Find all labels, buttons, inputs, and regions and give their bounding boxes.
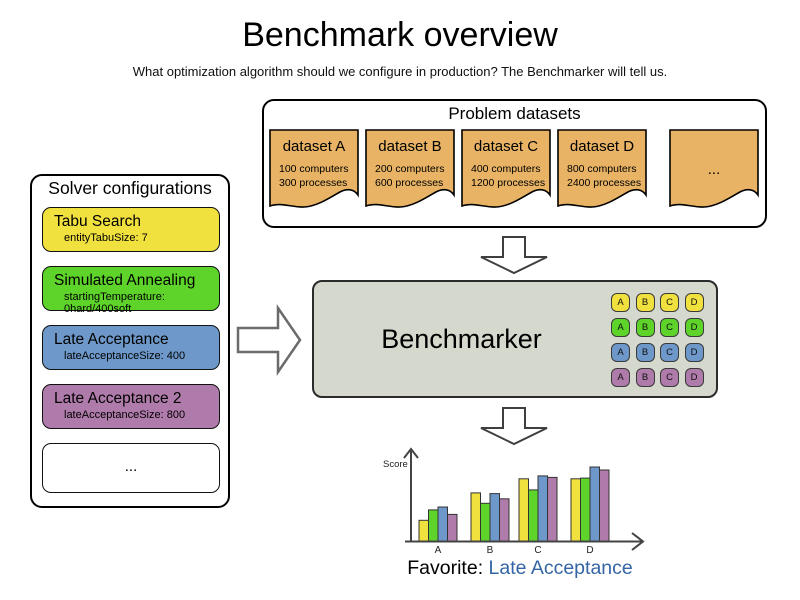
bar-A (437, 506, 448, 542)
benchmark-chip: B (635, 343, 655, 362)
datasets-panel: Problem datasets dataset A 100 computers… (262, 99, 767, 228)
bar-C (518, 478, 529, 542)
bar-D (580, 477, 591, 542)
bar-C (537, 475, 548, 542)
solver-param: lateAcceptanceSize: 400 (64, 350, 186, 362)
benchmark-chip: C (660, 343, 679, 362)
benchmark-chip: D (684, 293, 704, 312)
solvers-panel: Solver configurations Tabu Search entity… (30, 174, 230, 508)
dataset-more-label: ... (707, 161, 721, 178)
dataset-computers: 800 computers (567, 163, 637, 175)
x-axis-arrowhead (631, 532, 645, 551)
dataset-card-more: ... (669, 129, 759, 214)
solver-card-late-acceptance-2: Late Acceptance 2 lateAcceptanceSize: 80… (42, 384, 220, 429)
score-axis-label: Score (383, 459, 408, 470)
bar-A (447, 513, 458, 542)
solver-name: Late Acceptance (54, 331, 169, 348)
dataset-name: dataset A (282, 138, 346, 155)
document-shape (269, 129, 359, 208)
x-tick-label: B (487, 545, 494, 556)
dataset-processes: 600 processes (375, 177, 444, 190)
document-shape (365, 129, 455, 208)
benchmark-chip: B (635, 368, 655, 387)
dataset-name: dataset B (378, 138, 442, 155)
page-subtitle: What optimization algorithm should we co… (132, 64, 668, 79)
dataset-cards: dataset A 100 computers 300 processes da… (269, 129, 759, 214)
dataset-processes: 2400 processes (567, 177, 642, 190)
dataset-card-c: dataset C 400 computers 1200 processes (461, 129, 551, 214)
document-shape (669, 129, 759, 208)
dataset-card-a: dataset A 100 computers 300 processes (269, 129, 359, 214)
x-tick-label: C (534, 545, 541, 556)
solver-card-tabu-search: Tabu Search entityTabuSize: 7 (42, 207, 220, 252)
chart-bars (418, 466, 610, 542)
y-axis-arrowhead (403, 447, 419, 459)
solver-param: entityTabuSize: 7 (64, 232, 148, 244)
benchmark-chip: A (611, 293, 630, 312)
benchmark-chip: C (660, 318, 679, 337)
solver-more-label: ... (124, 458, 138, 475)
benchmark-chip: D (684, 368, 704, 387)
dataset-computers: 100 computers (279, 163, 349, 175)
bar-B (489, 493, 500, 542)
benchmark-chip: A (611, 318, 630, 337)
dataset-card-b: dataset B 200 computers 600 processes (365, 129, 455, 214)
document-shape (557, 129, 647, 208)
solver-param: startingTemperature: 0hard/400soft (64, 291, 165, 315)
down-arrow-icon (480, 407, 548, 446)
bar-A (418, 519, 429, 542)
datasets-panel-title: Problem datasets (448, 104, 581, 123)
dataset-computers: 400 computers (471, 163, 541, 175)
down-arrow-icon (480, 236, 548, 275)
benchmarker-label: Benchmarker (381, 323, 542, 354)
bar-A (428, 509, 439, 542)
x-tick-label: D (586, 545, 593, 556)
benchmark-chip: D (684, 343, 704, 362)
bar-B (470, 492, 481, 542)
benchmark-chip: A (611, 368, 630, 387)
benchmark-chip: B (635, 318, 655, 337)
right-arrow-icon (236, 304, 302, 376)
solver-name: Tabu Search (54, 213, 142, 230)
solver-param: lateAcceptanceSize: 800 (64, 409, 186, 421)
benchmark-chip: B (635, 293, 655, 312)
dataset-name: dataset D (569, 138, 635, 155)
dataset-name: dataset C (473, 138, 539, 155)
dataset-computers: 200 computers (375, 163, 445, 175)
x-tick-label: A (435, 545, 442, 556)
bar-C (547, 476, 558, 542)
page-title: Benchmark overview (242, 16, 558, 54)
solver-name: Late Acceptance 2 (54, 390, 182, 407)
solver-card-late-acceptance: Late Acceptance lateAcceptanceSize: 400 (42, 325, 220, 370)
solver-card-simulated-annealing: Simulated Annealing startingTemperature:… (42, 266, 220, 315)
bar-B (480, 502, 491, 542)
bar-C (528, 489, 539, 542)
solver-card-more: ... (42, 443, 220, 493)
benchmark-chip: A (611, 343, 630, 362)
document-shape (461, 129, 551, 208)
bar-D (570, 478, 581, 542)
score-chart: Score A B C D (383, 447, 645, 556)
benchmark-chip: C (660, 293, 679, 312)
favorite-label: Favorite: (407, 557, 489, 579)
favorite-caption: Favorite: Late Acceptance (380, 557, 660, 580)
bar-D (599, 469, 610, 542)
benchmark-chip: D (684, 318, 704, 337)
solvers-panel-title: Solver configurations (48, 178, 212, 198)
bar-D (589, 466, 600, 542)
solver-name: Simulated Annealing (54, 272, 196, 289)
dataset-processes: 1200 processes (471, 177, 546, 190)
dataset-card-d: dataset D 800 computers 2400 processes (557, 129, 647, 214)
favorite-value: Late Acceptance (488, 557, 633, 579)
bar-B (499, 498, 510, 542)
x-tick-labels: A B C D (435, 545, 594, 556)
benchmark-chip: C (660, 368, 679, 387)
dataset-processes: 300 processes (279, 177, 348, 190)
